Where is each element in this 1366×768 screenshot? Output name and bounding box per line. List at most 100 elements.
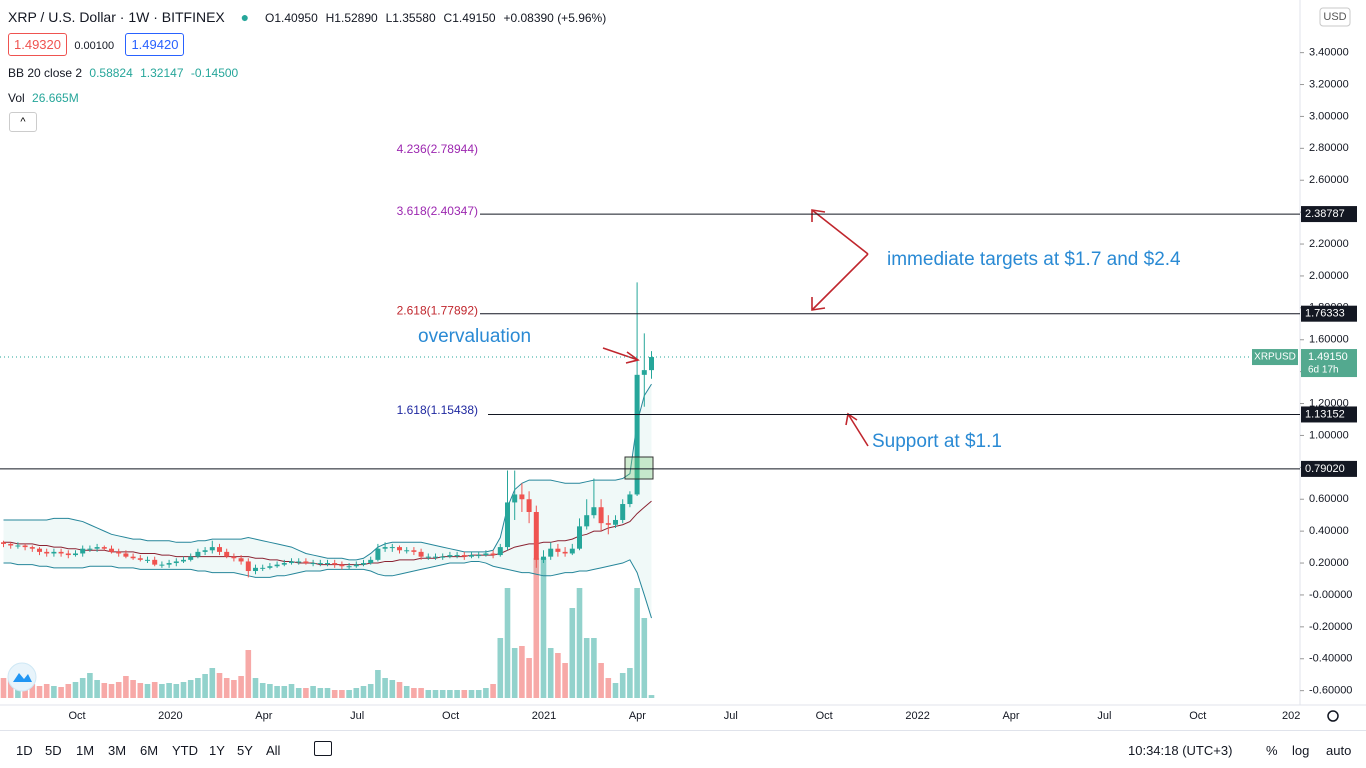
volume-bar (583, 638, 590, 698)
volume-bar (439, 690, 446, 698)
volume-bar (123, 676, 129, 698)
volume-bar (569, 608, 576, 698)
ohlc: O1.40950 (265, 11, 318, 25)
volume-bar (641, 618, 648, 698)
candle-body (80, 548, 86, 554)
buy-price[interactable]: 1.49420 (125, 33, 185, 56)
logo-mark (13, 673, 32, 682)
candle-body (505, 502, 510, 548)
candle-body (310, 563, 316, 565)
candle-body (325, 563, 330, 565)
candle-body (332, 563, 338, 565)
level-price-box (1301, 460, 1357, 477)
candle-body (440, 556, 446, 558)
candle-body (22, 545, 28, 548)
volume-bar (238, 676, 244, 698)
candle-body (346, 566, 352, 568)
annotation: immediate targets at $1.7 and $2.4 (887, 249, 1181, 270)
candle-body (289, 561, 294, 564)
range-button[interactable]: 6M (140, 743, 159, 758)
x-tick-label: Jul (1097, 710, 1111, 722)
x-tick-label: 2022 (905, 710, 929, 722)
level-price-label: 1.13152 (1305, 408, 1345, 420)
volume-bar (403, 686, 410, 698)
fib-label: 3.618(2.40347) (397, 204, 478, 218)
candle-body (303, 561, 309, 564)
volume-bar (339, 690, 345, 698)
sell-price[interactable]: 1.49320 (8, 33, 67, 56)
y-tick-label: -0.40000 (1309, 653, 1352, 665)
volume-bar (144, 684, 151, 698)
percent-toggle[interactable]: % (1266, 743, 1278, 758)
candle-body (101, 547, 107, 549)
volume-bar (454, 690, 460, 698)
log-toggle[interactable]: log (1292, 743, 1310, 758)
volume-bar (382, 678, 388, 698)
auto-toggle[interactable]: auto (1326, 743, 1352, 758)
date-range-icon[interactable] (314, 741, 332, 756)
candle-body (123, 553, 129, 557)
chart: USD immediate targets at $1.7 and $2.4 o… (0, 0, 1366, 722)
currency-label: USD (1323, 11, 1346, 23)
volume-bar (504, 588, 511, 698)
volume-bar (519, 646, 525, 698)
bb-lower (3, 559, 652, 619)
volume-bar (331, 690, 338, 698)
arrow-head (811, 297, 826, 311)
ohlc: L1.35580 (385, 11, 436, 25)
status-dot: ● (240, 9, 250, 25)
change: +0.08390 (+5.96%) (503, 11, 607, 25)
volume-bar (346, 690, 352, 698)
range-button[interactable]: YTD (172, 743, 198, 758)
volume-bar (303, 688, 309, 698)
candle-body (598, 507, 604, 524)
volume-bar (540, 558, 547, 698)
candle-body (94, 547, 100, 549)
volume-bar (151, 682, 158, 698)
collapse-button[interactable]: ^ (9, 112, 37, 132)
x-tick-label: Oct (68, 710, 85, 722)
volume-bar (389, 680, 396, 698)
currency-box[interactable] (1319, 7, 1351, 27)
candle-body (620, 504, 626, 520)
candle-body (73, 553, 78, 556)
range-button[interactable]: 1D (16, 743, 33, 758)
volume-bar (159, 684, 165, 698)
arrow (811, 209, 869, 255)
volume-bar (475, 690, 482, 698)
range-button[interactable]: All (266, 743, 281, 758)
arrow (602, 347, 639, 361)
candle-body (202, 550, 208, 552)
volume-bar (216, 673, 223, 698)
candle-body (44, 551, 50, 554)
volume-bar (353, 688, 360, 698)
candle-body (497, 547, 503, 556)
candle-body (577, 526, 582, 549)
candle-body (231, 556, 237, 559)
trade-row: 1.49320 0.00100 1.49420 (8, 33, 188, 56)
candle-body (641, 370, 647, 375)
candle-body (317, 563, 323, 565)
range-button[interactable]: 1Y (209, 743, 225, 758)
y-tick-label: 3.00000 (1309, 110, 1349, 122)
candle-body (15, 545, 21, 547)
range-button[interactable]: 1M (76, 743, 95, 758)
volume-bar (411, 688, 417, 698)
settings-icon[interactable] (1327, 710, 1339, 722)
x-tick-label: Apr (1002, 710, 1019, 722)
level-price-box (1301, 206, 1357, 223)
indicator-value: 1.32147 (140, 66, 184, 80)
symbol-tag-label: XRPUSD (1254, 352, 1296, 363)
candle-body (548, 548, 554, 557)
range-button[interactable]: 5D (45, 743, 62, 758)
volume-bar (511, 648, 518, 698)
candle-body (454, 555, 460, 557)
ohlc: H1.52890 (325, 11, 378, 25)
candle-body (353, 564, 359, 567)
volume-bar (166, 683, 172, 698)
candle-body (361, 563, 366, 565)
volume-bar (425, 690, 432, 698)
volume-bar (324, 688, 331, 698)
range-button[interactable]: 3M (108, 743, 127, 758)
range-button[interactable]: 5Y (237, 743, 253, 758)
